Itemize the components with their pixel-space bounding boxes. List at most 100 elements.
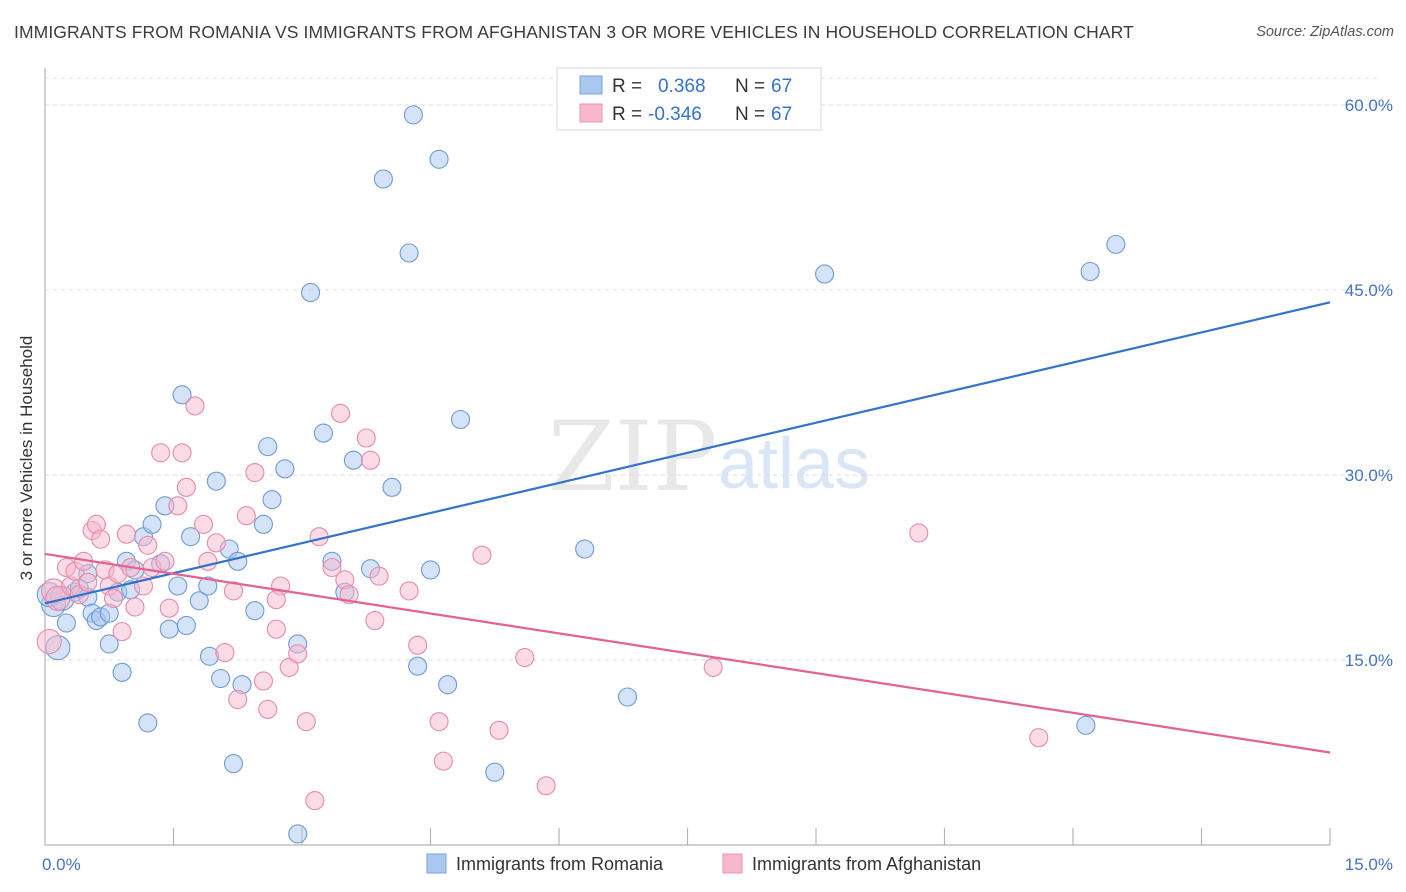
romania-point-2: [56, 613, 76, 633]
romania-point-27: [189, 591, 209, 611]
x-tick-labels: 0.0% 15.0%: [42, 855, 1393, 874]
romania-point-24: [172, 385, 192, 405]
legend-n-label-romania: N =: [735, 76, 765, 97]
legend-n-label-afghanistan: N =: [735, 104, 765, 125]
romania-point-63: [1106, 234, 1126, 254]
romania-point-23: [168, 576, 188, 596]
afghanistan-point-57: [429, 712, 449, 732]
romania-point-33: [223, 754, 244, 774]
afghanistan-point-11: [91, 529, 111, 549]
legend-r-value-romania: 0.368: [658, 76, 706, 97]
afghanistan-point-44: [296, 712, 316, 732]
x-tick-label-0: 0.0%: [42, 855, 81, 874]
afghanistan-point-24: [155, 551, 175, 571]
afghanistan-point-8: [78, 572, 98, 592]
afghanistan-point-47: [322, 557, 342, 578]
afghanistan-points: [36, 396, 1049, 811]
afghanistan-point-62: [536, 776, 556, 796]
legend-n-value-afghanistan: 67: [771, 104, 792, 125]
romania-point-60: [617, 687, 638, 707]
afghanistan-point-59: [472, 545, 492, 565]
bottom-legend-swatch-afghanistan: [722, 853, 743, 874]
romania-point-51: [399, 243, 419, 263]
afghanistan-point-23: [151, 443, 171, 463]
afghanistan-point-21: [138, 535, 158, 555]
afghanistan-point-51: [356, 428, 376, 448]
romania-point-55: [429, 149, 449, 169]
afghanistan-point-42: [279, 657, 299, 677]
legend-r-label-romania: R =: [612, 76, 642, 97]
bottom-legend-label-romania: Immigrants from Romania: [456, 854, 664, 874]
romania-point-42: [288, 824, 308, 844]
axes: [44, 68, 1331, 846]
watermark-zip: ZIP: [548, 401, 717, 513]
afghanistan-point-35: [228, 689, 248, 710]
y-tick-label-3: 60.0%: [1345, 96, 1393, 115]
romania-point-59: [575, 539, 595, 559]
y-tick-label-2: 45.0%: [1345, 281, 1393, 300]
chart-source: Source: ZipAtlas.com: [1256, 24, 1394, 40]
legend-swatch-afghanistan: [579, 103, 603, 123]
romania-point-37: [253, 514, 274, 534]
y-tick-label-0: 15.0%: [1345, 651, 1393, 670]
afghanistan-point-37: [245, 462, 265, 483]
y-axis-label: 3 or more Vehicles in Household: [17, 336, 36, 581]
afghanistan-point-27: [172, 443, 192, 463]
afghanistan-point-65: [1029, 728, 1049, 748]
romania-point-56: [438, 675, 458, 695]
romania-point-62: [1080, 261, 1100, 282]
afghanistan-point-60: [489, 720, 509, 740]
afghanistan-point-28: [176, 477, 196, 497]
x-tick-label-1: 15.0%: [1345, 855, 1393, 874]
afghanistan-point-32: [206, 533, 226, 553]
afghanistan-point-55: [399, 581, 419, 601]
afghanistan-point-66: [266, 590, 286, 610]
romania-point-30: [206, 471, 226, 491]
romania-point-36: [245, 601, 265, 621]
y-tick-label-1: 30.0%: [1345, 466, 1393, 485]
afghanistan-point-45: [305, 791, 325, 811]
romania-point-19: [142, 514, 162, 534]
romania-point-40: [275, 459, 295, 479]
afghanistan-point-58: [433, 751, 453, 771]
y-tick-labels: 15.0% 30.0% 45.0% 60.0%: [1345, 96, 1393, 670]
afghanistan-point-43: [288, 644, 308, 664]
gridlines: [45, 77, 1380, 661]
romania-point-57: [450, 409, 471, 430]
afghanistan-point-36: [236, 506, 256, 526]
afghanistan-point-40: [266, 619, 286, 639]
top-legend: R = 0.368 N = 67 R = -0.346 N = 67: [556, 67, 822, 131]
afghanistan-trendline: [44, 552, 1331, 754]
romania-point-38: [258, 437, 278, 457]
romania-point-58: [485, 762, 505, 782]
romania-point-61: [815, 264, 835, 284]
afghanistan-point-56: [408, 635, 428, 655]
romania-point-26: [181, 527, 201, 547]
romania-point-64: [1076, 715, 1096, 735]
afghanistan-point-33: [215, 643, 235, 663]
romania-point-49: [373, 169, 393, 189]
romania-point-13: [112, 662, 132, 682]
chart-title: IMMIGRANTS FROM ROMANIA VS IMMIGRANTS FR…: [14, 22, 1134, 42]
romania-trendline: [44, 301, 1331, 605]
afghanistan-point-19: [125, 597, 145, 617]
romania-point-22: [159, 619, 179, 639]
romania-point-31: [211, 668, 231, 689]
afghanistan-point-38: [253, 671, 274, 691]
afghanistan-point-16: [112, 622, 132, 642]
romania-point-52: [403, 105, 423, 125]
afghanistan-point-17: [116, 524, 136, 544]
romania-point-50: [382, 477, 402, 497]
romania-point-54: [420, 560, 441, 580]
legend-swatch-romania: [579, 75, 603, 95]
afghanistan-point-34: [223, 581, 244, 601]
legend-n-value-romania: 67: [771, 76, 792, 97]
romania-point-47: [343, 450, 363, 470]
afghanistan-point-25: [159, 598, 179, 618]
legend-r-value-afghanistan: -0.346: [648, 104, 702, 125]
afghanistan-point-63: [703, 657, 723, 677]
afghanistan-point-52: [360, 450, 381, 470]
romania-point-18: [138, 713, 158, 733]
romania-point-11: [99, 634, 119, 654]
